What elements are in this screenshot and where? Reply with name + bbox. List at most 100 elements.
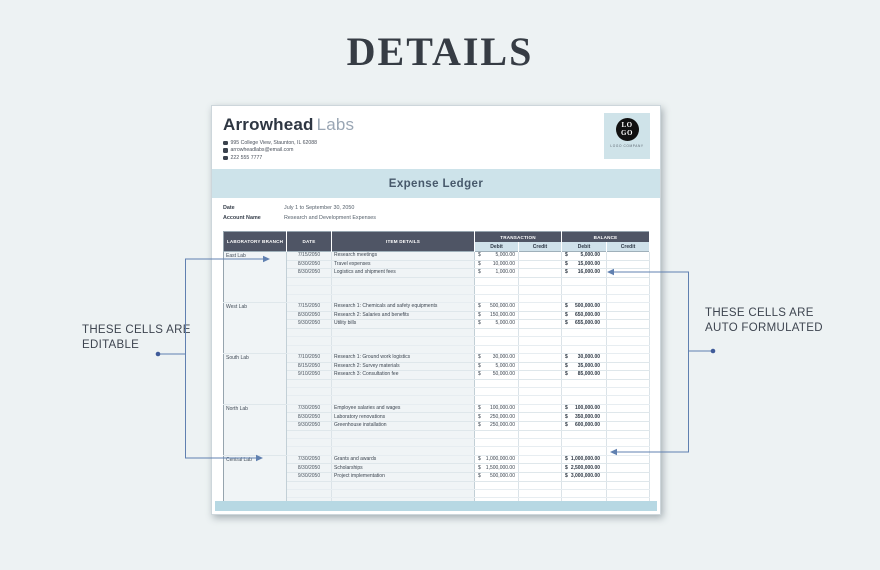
transaction-credit-cell[interactable] bbox=[518, 463, 563, 473]
transaction-debit-cell[interactable] bbox=[474, 277, 519, 287]
transaction-debit-cell[interactable] bbox=[474, 489, 519, 499]
transaction-credit-cell[interactable] bbox=[518, 472, 563, 482]
item-cell[interactable]: Research 1: Ground work logistics bbox=[331, 352, 475, 363]
item-cell[interactable]: Research 1: Chemicals and safety equipme… bbox=[331, 301, 475, 312]
transaction-debit-cell[interactable] bbox=[474, 285, 519, 295]
transaction-debit-cell[interactable] bbox=[474, 395, 519, 405]
item-cell[interactable]: Logistics and shipment fees bbox=[331, 268, 475, 278]
transaction-debit-cell[interactable] bbox=[474, 446, 519, 456]
transaction-credit-cell[interactable] bbox=[518, 311, 563, 321]
transaction-credit-cell[interactable] bbox=[518, 379, 563, 389]
item-cell[interactable] bbox=[331, 395, 475, 405]
date-cell[interactable]: 9/30/2050 bbox=[286, 421, 332, 431]
transaction-debit-cell[interactable]: $5,000.00 bbox=[474, 251, 519, 261]
branch-cell[interactable]: East Lab bbox=[223, 251, 287, 303]
branch-cell[interactable]: West Lab bbox=[223, 301, 287, 354]
transaction-debit-cell[interactable]: $100,000.00 bbox=[474, 403, 519, 414]
item-cell[interactable]: Research meetings bbox=[331, 251, 475, 261]
date-cell[interactable]: 8/30/2050 bbox=[286, 268, 332, 278]
date-cell[interactable]: 8/30/2050 bbox=[286, 412, 332, 423]
transaction-credit-cell[interactable] bbox=[518, 412, 563, 423]
transaction-debit-cell[interactable]: $500,000.00 bbox=[474, 301, 519, 312]
transaction-credit-cell[interactable] bbox=[518, 352, 563, 363]
transaction-credit-cell[interactable] bbox=[518, 277, 563, 287]
transaction-debit-cell[interactable] bbox=[474, 481, 519, 491]
date-cell[interactable] bbox=[286, 387, 332, 397]
transaction-credit-cell[interactable] bbox=[518, 285, 563, 295]
transaction-debit-cell[interactable] bbox=[474, 379, 519, 389]
transaction-debit-cell[interactable]: $1,000,000.00 bbox=[474, 454, 519, 465]
item-cell[interactable]: Research 2: Salaries and benefits bbox=[331, 311, 475, 321]
transaction-credit-cell[interactable] bbox=[518, 260, 563, 270]
transaction-debit-cell[interactable] bbox=[474, 345, 519, 354]
date-cell[interactable] bbox=[286, 294, 332, 303]
branch-cell[interactable]: North Lab bbox=[223, 403, 287, 456]
transaction-debit-cell[interactable]: $30,000.00 bbox=[474, 352, 519, 363]
date-value[interactable]: July 1 to September 30, 2050 bbox=[284, 205, 355, 211]
item-cell[interactable]: Employee salaries and wages bbox=[331, 403, 475, 414]
transaction-credit-cell[interactable] bbox=[518, 395, 563, 405]
item-cell[interactable]: Scholarships bbox=[331, 463, 475, 473]
date-cell[interactable]: 7/15/2050 bbox=[286, 301, 332, 312]
item-cell[interactable] bbox=[331, 328, 475, 338]
item-cell[interactable]: Greenhouse installation bbox=[331, 421, 475, 431]
date-cell[interactable]: 9/10/2050 bbox=[286, 370, 332, 380]
date-cell[interactable] bbox=[286, 481, 332, 491]
date-cell[interactable]: 7/10/2050 bbox=[286, 352, 332, 363]
transaction-debit-cell[interactable]: $250,000.00 bbox=[474, 421, 519, 431]
date-cell[interactable] bbox=[286, 336, 332, 346]
item-cell[interactable]: Research 2: Survey materials bbox=[331, 362, 475, 372]
transaction-debit-cell[interactable] bbox=[474, 438, 519, 448]
item-cell[interactable] bbox=[331, 430, 475, 440]
transaction-debit-cell[interactable] bbox=[474, 294, 519, 303]
date-cell[interactable] bbox=[286, 277, 332, 287]
transaction-credit-cell[interactable] bbox=[518, 446, 563, 456]
date-cell[interactable] bbox=[286, 395, 332, 405]
item-cell[interactable] bbox=[331, 438, 475, 448]
date-cell[interactable] bbox=[286, 430, 332, 440]
transaction-debit-cell[interactable] bbox=[474, 336, 519, 346]
transaction-credit-cell[interactable] bbox=[518, 454, 563, 465]
transaction-credit-cell[interactable] bbox=[518, 387, 563, 397]
date-cell[interactable]: 7/30/2050 bbox=[286, 403, 332, 414]
transaction-credit-cell[interactable] bbox=[518, 370, 563, 380]
transaction-credit-cell[interactable] bbox=[518, 268, 563, 278]
date-cell[interactable] bbox=[286, 345, 332, 354]
transaction-debit-cell[interactable] bbox=[474, 430, 519, 440]
item-cell[interactable]: Travel expenses bbox=[331, 260, 475, 270]
item-cell[interactable]: Laboratory renovations bbox=[331, 412, 475, 423]
item-cell[interactable] bbox=[331, 285, 475, 295]
item-cell[interactable] bbox=[331, 336, 475, 346]
transaction-credit-cell[interactable] bbox=[518, 301, 563, 312]
transaction-credit-cell[interactable] bbox=[518, 319, 563, 329]
item-cell[interactable]: Utility bills bbox=[331, 319, 475, 329]
date-cell[interactable]: 9/30/2050 bbox=[286, 472, 332, 482]
transaction-credit-cell[interactable] bbox=[518, 489, 563, 499]
item-cell[interactable] bbox=[331, 345, 475, 354]
transaction-debit-cell[interactable]: $5,000.00 bbox=[474, 362, 519, 372]
transaction-debit-cell[interactable]: $500,000.00 bbox=[474, 472, 519, 482]
transaction-debit-cell[interactable] bbox=[474, 387, 519, 397]
transaction-debit-cell[interactable]: $1,000.00 bbox=[474, 268, 519, 278]
date-cell[interactable] bbox=[286, 285, 332, 295]
transaction-credit-cell[interactable] bbox=[518, 362, 563, 372]
date-cell[interactable] bbox=[286, 328, 332, 338]
item-cell[interactable] bbox=[331, 294, 475, 303]
item-cell[interactable] bbox=[331, 379, 475, 389]
date-cell[interactable] bbox=[286, 489, 332, 499]
transaction-credit-cell[interactable] bbox=[518, 421, 563, 431]
transaction-credit-cell[interactable] bbox=[518, 481, 563, 491]
item-cell[interactable] bbox=[331, 446, 475, 456]
transaction-credit-cell[interactable] bbox=[518, 336, 563, 346]
date-cell[interactable] bbox=[286, 379, 332, 389]
branch-cell[interactable]: Central Lab bbox=[223, 454, 287, 507]
item-cell[interactable] bbox=[331, 277, 475, 287]
transaction-debit-cell[interactable]: $1,500,000.00 bbox=[474, 463, 519, 473]
date-cell[interactable]: 7/15/2050 bbox=[286, 251, 332, 261]
transaction-debit-cell[interactable]: $250,000.00 bbox=[474, 412, 519, 423]
date-cell[interactable]: 9/30/2050 bbox=[286, 319, 332, 329]
date-cell[interactable]: 8/30/2050 bbox=[286, 260, 332, 270]
transaction-debit-cell[interactable]: $10,000.00 bbox=[474, 260, 519, 270]
branch-cell[interactable]: South Lab bbox=[223, 352, 287, 405]
date-cell[interactable]: 7/30/2050 bbox=[286, 454, 332, 465]
